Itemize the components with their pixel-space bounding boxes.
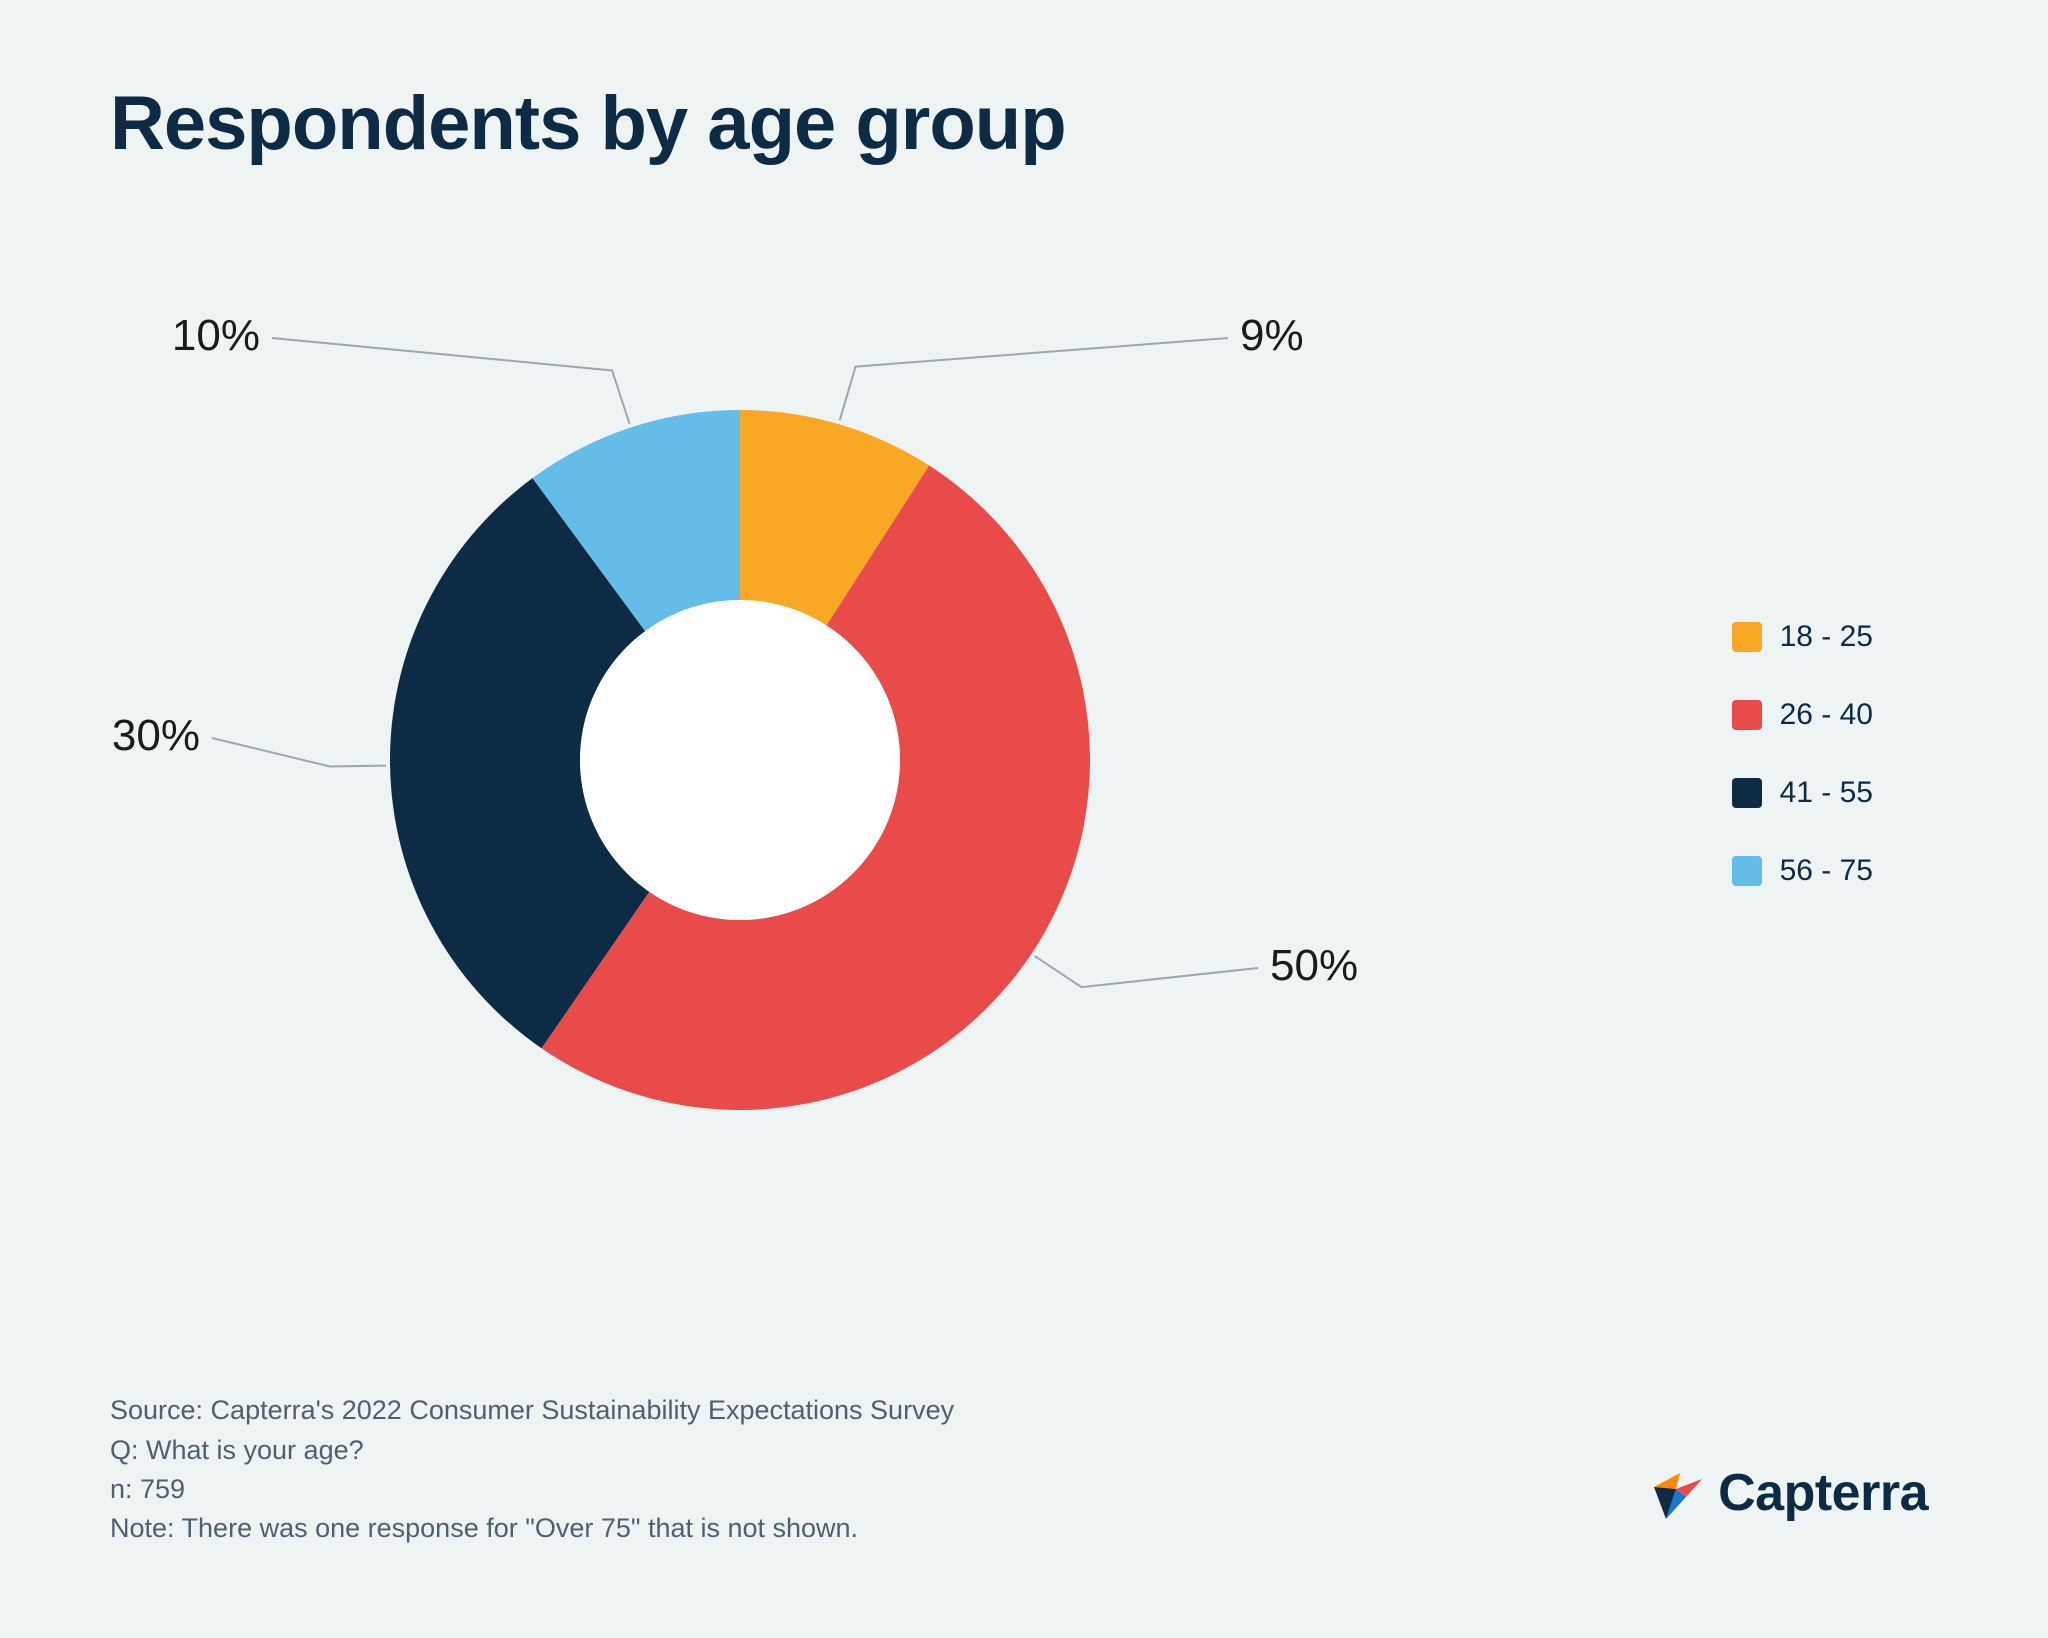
callout-label: 9% bbox=[1240, 311, 1304, 360]
footer-note: Note: There was one response for "Over 7… bbox=[110, 1509, 954, 1548]
legend-swatch bbox=[1732, 778, 1762, 808]
chart-footer: Source: Capterra's 2022 Consumer Sustain… bbox=[110, 1391, 954, 1548]
footer-question: Q: What is your age? bbox=[110, 1431, 954, 1470]
capterra-logo: Capterra bbox=[1646, 1463, 1928, 1523]
legend-label: 26 - 40 bbox=[1780, 698, 1873, 732]
callout-label: 30% bbox=[112, 711, 200, 760]
legend-label: 18 - 25 bbox=[1780, 620, 1873, 654]
footer-source: Source: Capterra's 2022 Consumer Sustain… bbox=[110, 1391, 954, 1430]
callout-label: 10% bbox=[172, 311, 260, 360]
page-title: Respondents by age group bbox=[110, 80, 1066, 167]
legend-label: 56 - 75 bbox=[1780, 854, 1873, 888]
legend-label: 41 - 55 bbox=[1780, 776, 1873, 810]
callout-line bbox=[1035, 956, 1258, 987]
legend-swatch bbox=[1732, 700, 1762, 730]
legend-item: 18 - 25 bbox=[1732, 620, 1873, 654]
legend-swatch bbox=[1732, 622, 1762, 652]
capterra-arrow-icon bbox=[1646, 1463, 1706, 1523]
legend-item: 26 - 40 bbox=[1732, 698, 1873, 732]
legend-swatch bbox=[1732, 856, 1762, 886]
footer-n: n: 759 bbox=[110, 1470, 954, 1509]
callout-label: 50% bbox=[1270, 941, 1358, 990]
donut-hole bbox=[580, 600, 900, 920]
callout-line bbox=[272, 338, 630, 424]
callout-line bbox=[212, 738, 386, 767]
legend-item: 41 - 55 bbox=[1732, 776, 1873, 810]
legend-item: 56 - 75 bbox=[1732, 854, 1873, 888]
capterra-logo-text: Capterra bbox=[1718, 1463, 1928, 1523]
callout-line bbox=[840, 338, 1228, 420]
chart-legend: 18 - 25 26 - 40 41 - 55 56 - 75 bbox=[1732, 620, 1873, 888]
